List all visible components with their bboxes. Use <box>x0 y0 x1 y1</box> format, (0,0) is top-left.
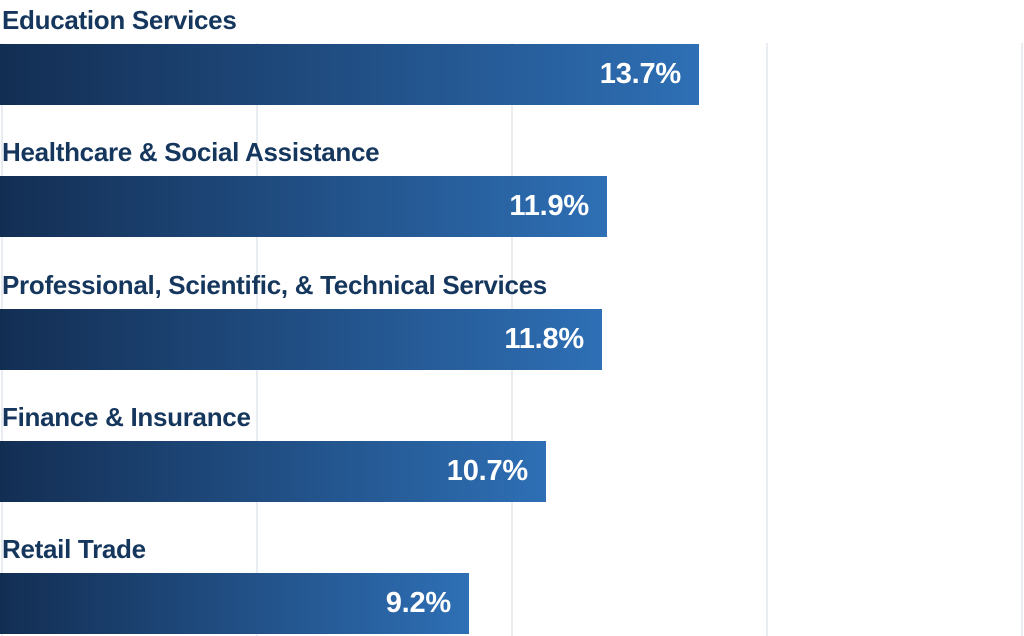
value-label: 9.2% <box>385 587 452 619</box>
value-label: 13.7% <box>599 58 681 90</box>
value-label: 11.9% <box>509 190 589 222</box>
value-label: 10.7% <box>446 455 528 487</box>
category-label: Healthcare & Social Assistance <box>2 137 380 167</box>
gridline-20pct <box>1021 43 1023 636</box>
bar: 11.8% <box>0 309 602 370</box>
category-label: Professional, Scientific, & Technical Se… <box>2 270 547 300</box>
gridline-15pct <box>766 43 768 636</box>
category-label: Education Services <box>2 5 237 35</box>
category-label: Finance & Insurance <box>2 402 251 432</box>
category-label: Retail Trade <box>2 534 146 564</box>
bar: 13.7% <box>0 44 699 105</box>
value-label: 11.8% <box>504 323 584 355</box>
bar: 10.7% <box>0 441 546 502</box>
bar: 9.2% <box>0 573 469 634</box>
bar: 11.9% <box>0 176 607 237</box>
